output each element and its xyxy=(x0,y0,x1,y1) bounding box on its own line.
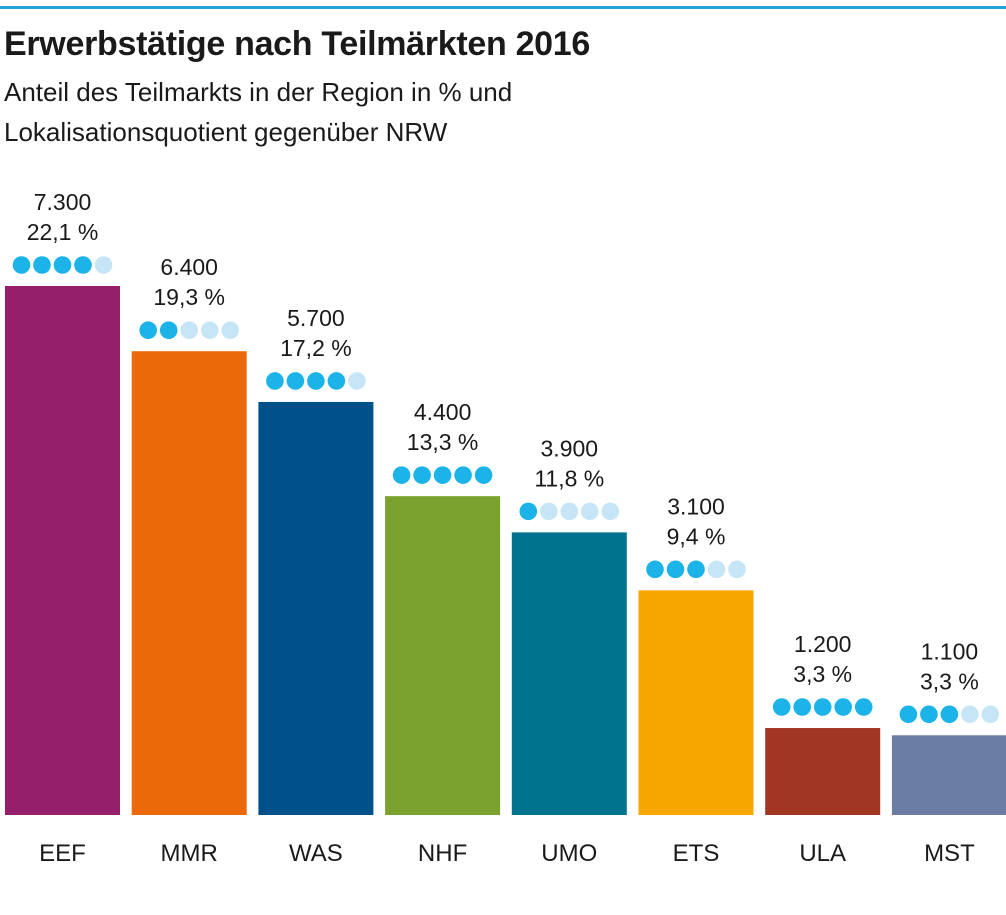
quotient-dot xyxy=(12,256,31,274)
category-label: ETS xyxy=(673,840,720,867)
quotient-dot xyxy=(266,372,284,390)
quotient-dot xyxy=(581,502,599,521)
category-label: MST xyxy=(924,840,975,867)
quotient-dot xyxy=(348,372,366,390)
category-label: EEF xyxy=(39,840,86,867)
quotient-dot xyxy=(920,705,938,724)
quotient-dot xyxy=(793,698,811,716)
quotient-dot xyxy=(392,466,411,484)
chart-subtitle: Anteil des Teilmarkts in der Region in %… xyxy=(4,72,804,152)
quotient-dot xyxy=(940,705,959,724)
percent-label: 17,2 % xyxy=(280,335,352,361)
quotient-dot xyxy=(601,502,620,521)
bar-mst xyxy=(891,735,1006,815)
bar-was xyxy=(258,401,374,815)
quotient-dot xyxy=(94,256,113,274)
value-label: 3.900 xyxy=(541,435,599,461)
value-label: 6.400 xyxy=(160,254,218,280)
quotient-dot xyxy=(413,466,431,484)
value-label: 3.100 xyxy=(667,493,725,519)
bar-mmr xyxy=(131,351,247,815)
subtitle-line-1: Anteil des Teilmarkts in der Region in %… xyxy=(4,77,513,107)
quotient-dot xyxy=(666,560,685,579)
top-rule xyxy=(0,6,1006,9)
bar-nhf xyxy=(385,496,501,815)
quotient-dot xyxy=(286,372,305,390)
quotient-dot xyxy=(854,698,873,716)
category-label: WAS xyxy=(289,840,343,867)
percent-label: 11,8 % xyxy=(534,465,604,491)
percent-label: 22,1 % xyxy=(27,219,99,245)
percent-label: 13,3 % xyxy=(407,429,479,455)
quotient-dot xyxy=(454,466,472,484)
subtitle-line-2: Lokalisationsquotient gegenüber NRW xyxy=(4,117,448,147)
quotient-dot xyxy=(74,256,92,274)
value-label: 4.400 xyxy=(414,399,472,425)
percent-label: 9,4 % xyxy=(667,523,726,549)
quotient-dot xyxy=(560,502,579,521)
bar-umo xyxy=(511,532,627,815)
value-label: 7.300 xyxy=(34,189,92,215)
quotient-dot xyxy=(687,560,705,579)
quotient-dot xyxy=(221,321,239,340)
quotient-dot xyxy=(899,705,918,724)
quotient-dot xyxy=(728,560,746,579)
quotient-dot xyxy=(33,256,51,274)
quotient-dot xyxy=(159,321,178,340)
category-label: MMR xyxy=(161,840,218,867)
quotient-dot xyxy=(200,321,219,340)
category-label: ULA xyxy=(799,840,846,867)
quotient-dot xyxy=(707,560,726,579)
quotient-dot xyxy=(519,502,538,521)
quotient-dot xyxy=(180,321,198,340)
quotient-dot xyxy=(981,705,1000,724)
percent-label: 3,3 % xyxy=(920,668,979,694)
quotient-dot xyxy=(307,372,325,390)
quotient-dot xyxy=(772,698,791,716)
quotient-dot xyxy=(540,502,558,521)
category-label: NHF xyxy=(418,840,467,867)
quotient-dot xyxy=(53,256,72,274)
bar-eef xyxy=(5,286,120,815)
percent-label: 3,3 % xyxy=(793,661,852,687)
bar-ula xyxy=(765,728,881,815)
value-label: 1.100 xyxy=(921,638,979,664)
quotient-dot xyxy=(961,705,979,724)
value-label: 1.200 xyxy=(794,631,852,657)
bar-ets xyxy=(638,590,754,815)
chart-title: Erwerbstätige nach Teilmärkten 2016 xyxy=(4,25,591,63)
quotient-dot xyxy=(327,372,346,390)
quotient-dot xyxy=(834,698,852,716)
quotient-dot xyxy=(474,466,493,484)
quotient-dot xyxy=(646,560,664,579)
category-label: UMO xyxy=(541,840,597,867)
quotient-dot xyxy=(813,698,832,716)
value-label: 5.700 xyxy=(287,305,345,331)
quotient-dot xyxy=(139,321,157,340)
percent-label: 19,3 % xyxy=(153,284,225,310)
quotient-dot xyxy=(433,466,452,484)
